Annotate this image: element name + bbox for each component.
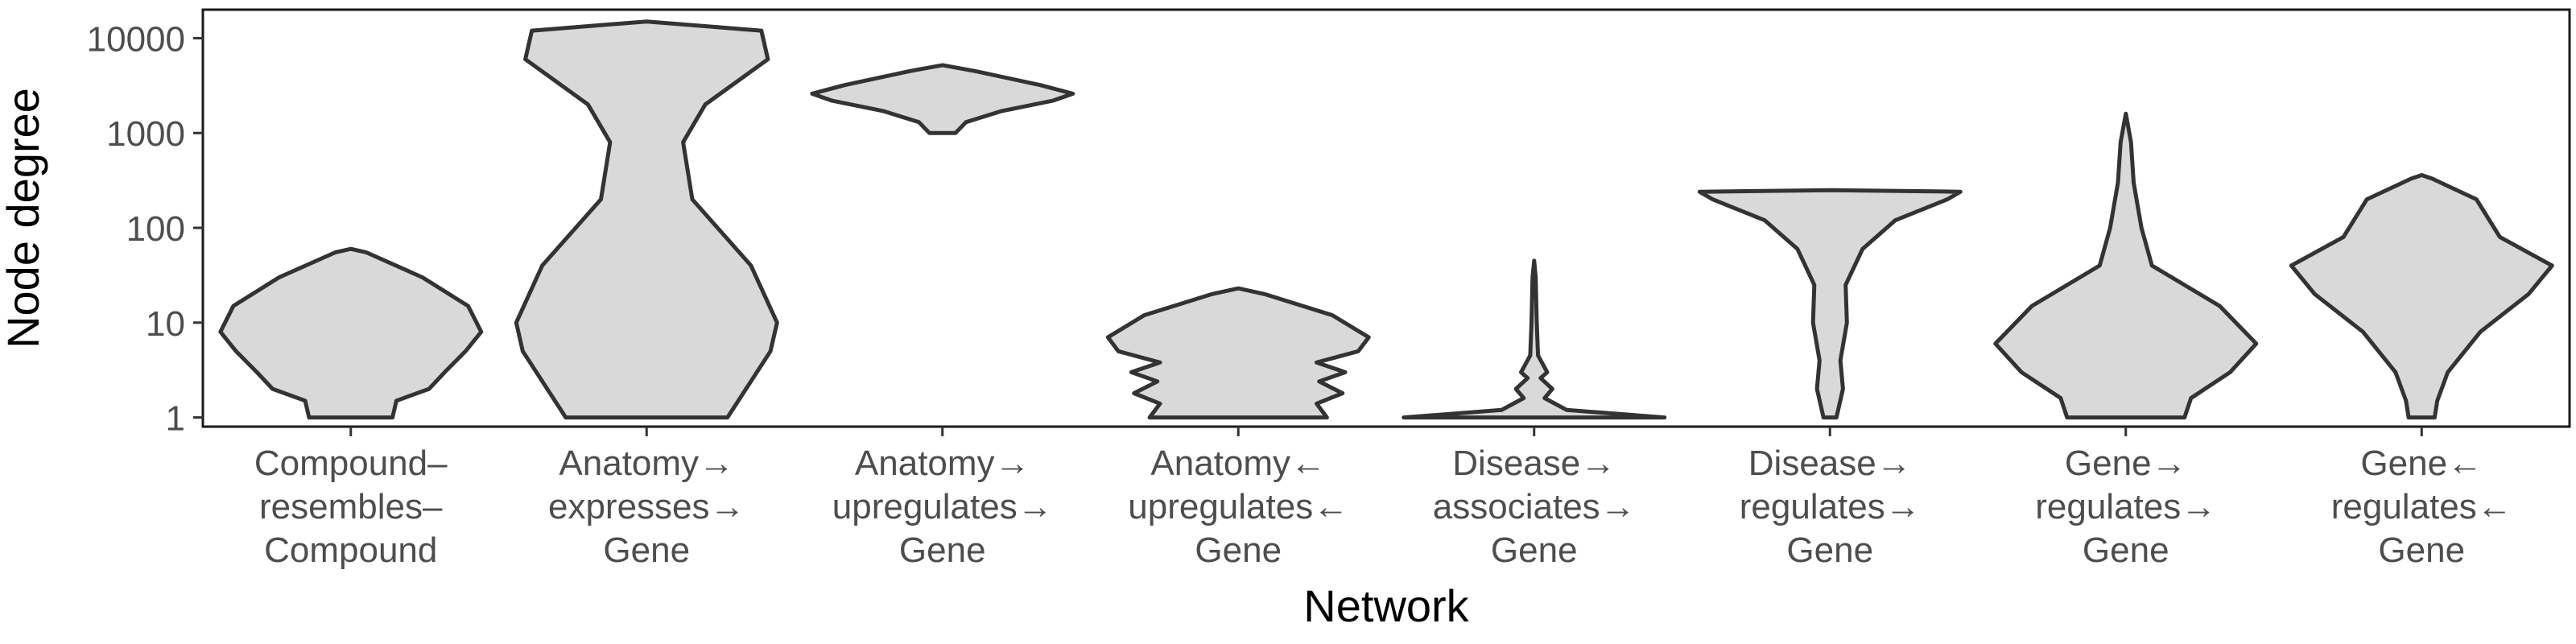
x-tick-label: Compound– resembles– Compound: [254, 444, 448, 570]
x-axis: Compound– resembles– Compound Anatomy→ expre…: [254, 427, 2512, 570]
y-axis-title: Node degree: [0, 88, 48, 349]
violin-7: [1993, 111, 2259, 420]
violin-layer: [218, 19, 2554, 420]
y-axis: 1 10 100 1000 10000: [87, 19, 203, 439]
x-tick-label: Anatomy→ expresses→ Gene: [548, 444, 745, 570]
y-tick-label: 10000: [87, 19, 185, 59]
x-tick-label: Disease→ regulates→ Gene: [1740, 444, 1921, 570]
x-tick-label: Gene← regulates← Gene: [2331, 444, 2512, 570]
x-tick-label: Gene→ regulates→ Gene: [2035, 444, 2216, 570]
violin-6: [1697, 188, 1963, 420]
violin-4: [1105, 286, 1371, 420]
violin-3: [810, 63, 1075, 135]
x-tick-label: Disease→ associates→ Gene: [1433, 444, 1636, 570]
violin-5: [1402, 258, 1667, 420]
y-tick-label: 10: [146, 304, 185, 344]
x-axis-title: Network: [1303, 580, 1469, 631]
y-tick-label: 100: [126, 209, 185, 249]
violin-1: [218, 246, 484, 420]
violin-8: [2289, 173, 2554, 420]
panel-border: [201, 8, 2571, 428]
violin-2: [514, 19, 779, 420]
y-tick-label: 1000: [106, 114, 185, 154]
x-tick-label: Anatomy← upregulates← Gene: [1128, 444, 1348, 570]
y-tick-label: 1: [166, 399, 185, 439]
x-tick-label: Anatomy→ upregulates→ Gene: [832, 444, 1053, 570]
